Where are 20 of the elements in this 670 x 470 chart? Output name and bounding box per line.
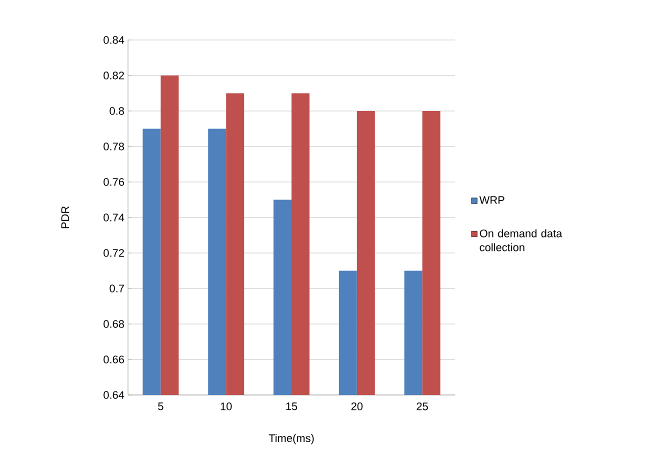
- x-tick-label: 25: [416, 402, 428, 410]
- y-tick-label: 0.74: [104, 214, 124, 222]
- y-tick-label: 0.8: [110, 107, 124, 115]
- x-tick-label: 5: [158, 402, 164, 410]
- y-tick-label: 0.84: [104, 36, 124, 44]
- y-tick-label: 0.68: [104, 320, 124, 328]
- x-tick-label: 10: [220, 402, 232, 410]
- x-axis-title: Time(ms): [268, 434, 314, 444]
- legend-label: On demand data collection: [480, 229, 562, 252]
- x-tick-label: 15: [286, 402, 298, 410]
- y-tick-label: 0.72: [104, 249, 124, 257]
- y-tick-label: 0.82: [104, 72, 124, 80]
- y-tick-label: 0.76: [104, 178, 124, 186]
- y-tick-label: 0.78: [104, 142, 124, 150]
- y-tick-label: 0.66: [104, 356, 124, 364]
- y-tick-label: 0.7: [110, 284, 124, 292]
- y-axis-title: PDR: [61, 206, 69, 228]
- legend-label: WRP: [479, 196, 504, 204]
- x-tick-label: 20: [351, 402, 363, 410]
- y-tick-label: 0.64: [104, 391, 124, 399]
